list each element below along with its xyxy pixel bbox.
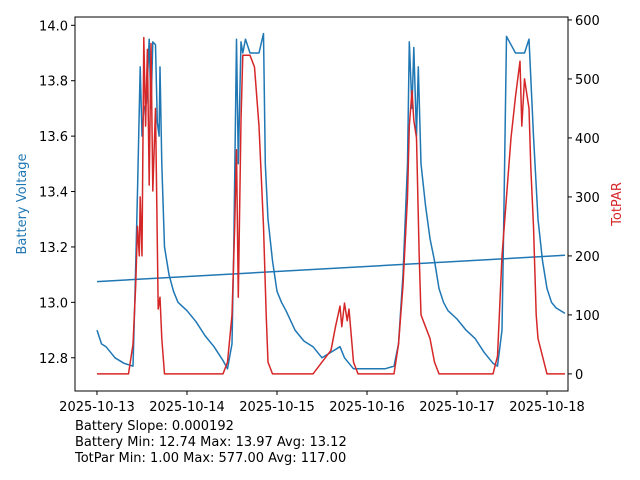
right-tick-label: 600 xyxy=(575,14,600,29)
right-tick-label: 0 xyxy=(575,368,583,383)
series-line-battery-voltage xyxy=(96,32,566,370)
right-tick-label: 300 xyxy=(575,191,600,206)
battery-stats-annotation: Battery Min: 12.74 Max: 13.97 Avg: 13.12 xyxy=(75,435,347,450)
right-tick-label: 500 xyxy=(575,73,600,88)
series-line-battery-trend xyxy=(96,254,566,283)
right-tick-label: 200 xyxy=(575,250,600,265)
totpar-stats-annotation: TotPar Min: 1.00 Max: 577.00 Avg: 117.00 xyxy=(74,451,346,466)
x-tick-label: 2025-10-13 xyxy=(59,400,135,415)
x-tick-label: 2025-10-17 xyxy=(419,400,495,415)
left-tick-label: 14.0 xyxy=(39,19,68,34)
left-tick-label: 13.8 xyxy=(39,75,68,90)
right-tick-label: 400 xyxy=(575,132,600,147)
slope-annotation: Battery Slope: 0.000192 xyxy=(75,419,234,434)
x-tick-label: 2025-10-15 xyxy=(239,400,315,415)
series-line-totpar xyxy=(97,36,565,375)
left-tick-label: 13.4 xyxy=(39,186,68,201)
left-axis-label: Battery Voltage xyxy=(15,153,30,254)
left-tick-label: 13.2 xyxy=(39,241,68,256)
left-tick-label: 13.0 xyxy=(39,296,68,311)
left-tick-label: 13.6 xyxy=(39,130,68,145)
right-tick-label: 100 xyxy=(575,309,600,324)
x-tick-label: 2025-10-16 xyxy=(329,400,405,415)
x-tick-label: 2025-10-14 xyxy=(149,400,225,415)
x-tick-label: 2025-10-18 xyxy=(509,400,585,415)
plot-frame xyxy=(74,16,569,392)
left-tick-label: 12.8 xyxy=(39,352,68,367)
right-axis-label: TotPAR xyxy=(610,182,625,227)
